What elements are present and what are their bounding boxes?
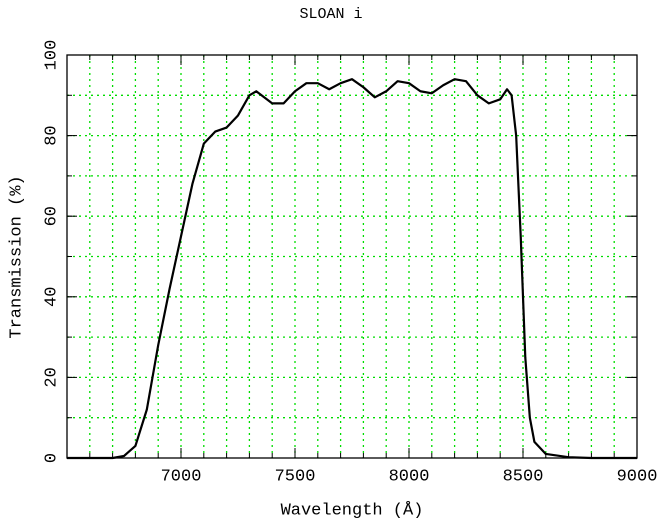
y-tick-label: 0 — [42, 453, 61, 463]
x-tick-label: 8000 — [389, 467, 430, 486]
x-axis-label: Wavelength (Å) — [281, 501, 424, 520]
y-tick-label: 40 — [42, 287, 61, 307]
y-tick-label: 60 — [42, 206, 61, 226]
x-tick-label: 7500 — [275, 467, 316, 486]
data-line — [67, 78, 637, 460]
x-tick-label: 7000 — [161, 467, 202, 486]
y-axis-label: Transmission (%) — [7, 175, 26, 338]
x-tick-label: 8500 — [503, 467, 544, 486]
plot-frame — [66, 54, 638, 459]
chart-title: SLOAN i — [299, 6, 362, 23]
y-tick-label: 20 — [42, 367, 61, 387]
x-tick-label: 9000 — [617, 467, 658, 486]
y-tick-label: 80 — [42, 125, 61, 145]
y-tick-label: 100 — [42, 40, 61, 71]
